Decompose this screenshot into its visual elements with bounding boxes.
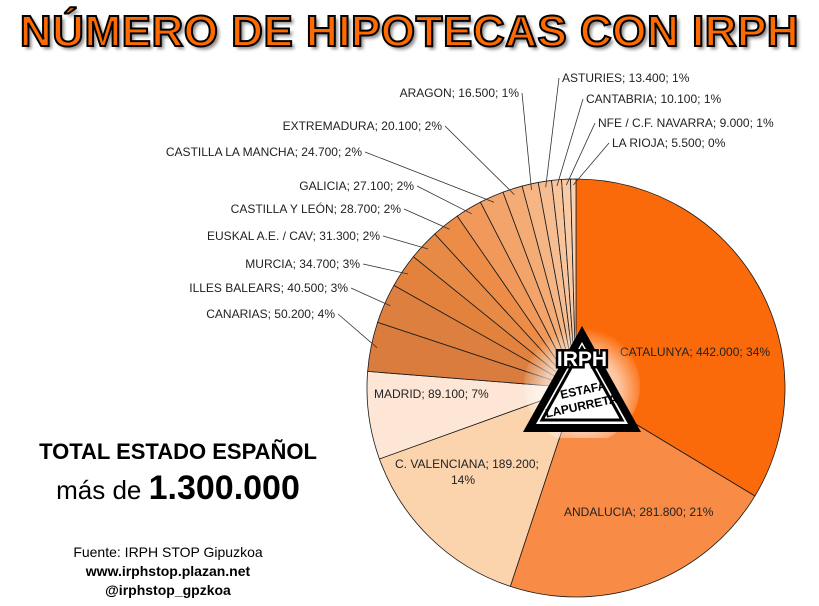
slice-label: MADRID; 89.100; 7% [374,387,489,401]
slice-label: CANTABRIA; 10.100; 1% [586,92,722,106]
slice-label: EUSKAL A.E. / CAV; 31.300; 2% [207,229,380,243]
slice-label: NFE / C.F. NAVARRA; 9.000; 1% [598,116,774,130]
irph-warning-badge: IRPH ESTAFA LAPURRETA [523,326,641,438]
leader-line [382,235,429,250]
total-line: más de 1.300.000 [18,466,338,512]
leader-line [565,122,596,186]
pie-slice [509,387,756,598]
source-twitter[interactable]: @irphstop_gpzkoa [105,582,231,598]
source-url[interactable]: www.irphstop.plazan.net [85,563,251,579]
source-credits: Fuente: IRPH STOP Gipuzkoa www.irphstop.… [18,542,318,600]
badge-title: IRPH [557,348,607,371]
slice-label: ARAGON; 16.500; 1% [400,86,520,100]
pie-slice [378,387,577,587]
leader-line [362,263,409,275]
leader-line [521,92,532,190]
total-value: 1.300.000 [148,469,300,507]
slice-label: CANARIAS; 50.200; 4% [206,307,335,321]
leader-line [572,142,610,186]
total-label: TOTAL ESTADO ESPAÑOL [39,439,317,464]
leader-line [444,125,515,195]
slice-label: GALICIA; 27.100; 2% [299,179,414,193]
slice-label: CASTILLA LA MANCHA; 24.700; 2% [166,145,362,159]
slice-label: MURCIA; 34.700; 3% [245,257,360,271]
leader-line [545,77,560,188]
total-prefix: más de [56,475,142,505]
leader-line [350,287,391,307]
leader-line [556,98,584,187]
total-summary: TOTAL ESTADO ESPAÑOL más de 1.300.000 [18,438,338,512]
slice-label: ANDALUCIA; 281.800; 21% [564,505,714,519]
leader-line [337,313,378,349]
slice-label: C. VALENCIANA; 189.200; 14% [395,457,539,487]
slice-label: EXTREMADURA; 20.100; 2% [283,119,443,133]
slice-label: LA RIOJA; 5.500; 0% [612,136,726,150]
leader-line [364,151,495,203]
leader-line [403,208,450,230]
chart-title: NÚMERO DE HIPOTECAS CON IRPH [19,6,800,57]
slice-label: ASTURIES; 13.400; 1% [562,71,690,85]
slice-label: CASTILLA Y LEÓN; 28.700; 2% [231,201,402,216]
slice-label: CATALUNYA; 442.000; 34% [620,345,770,359]
leader-line [416,185,472,215]
slice-label: ILLES BALEARS; 40.500; 3% [189,281,348,295]
source-text: Fuente: IRPH STOP Gipuzkoa [73,544,263,560]
